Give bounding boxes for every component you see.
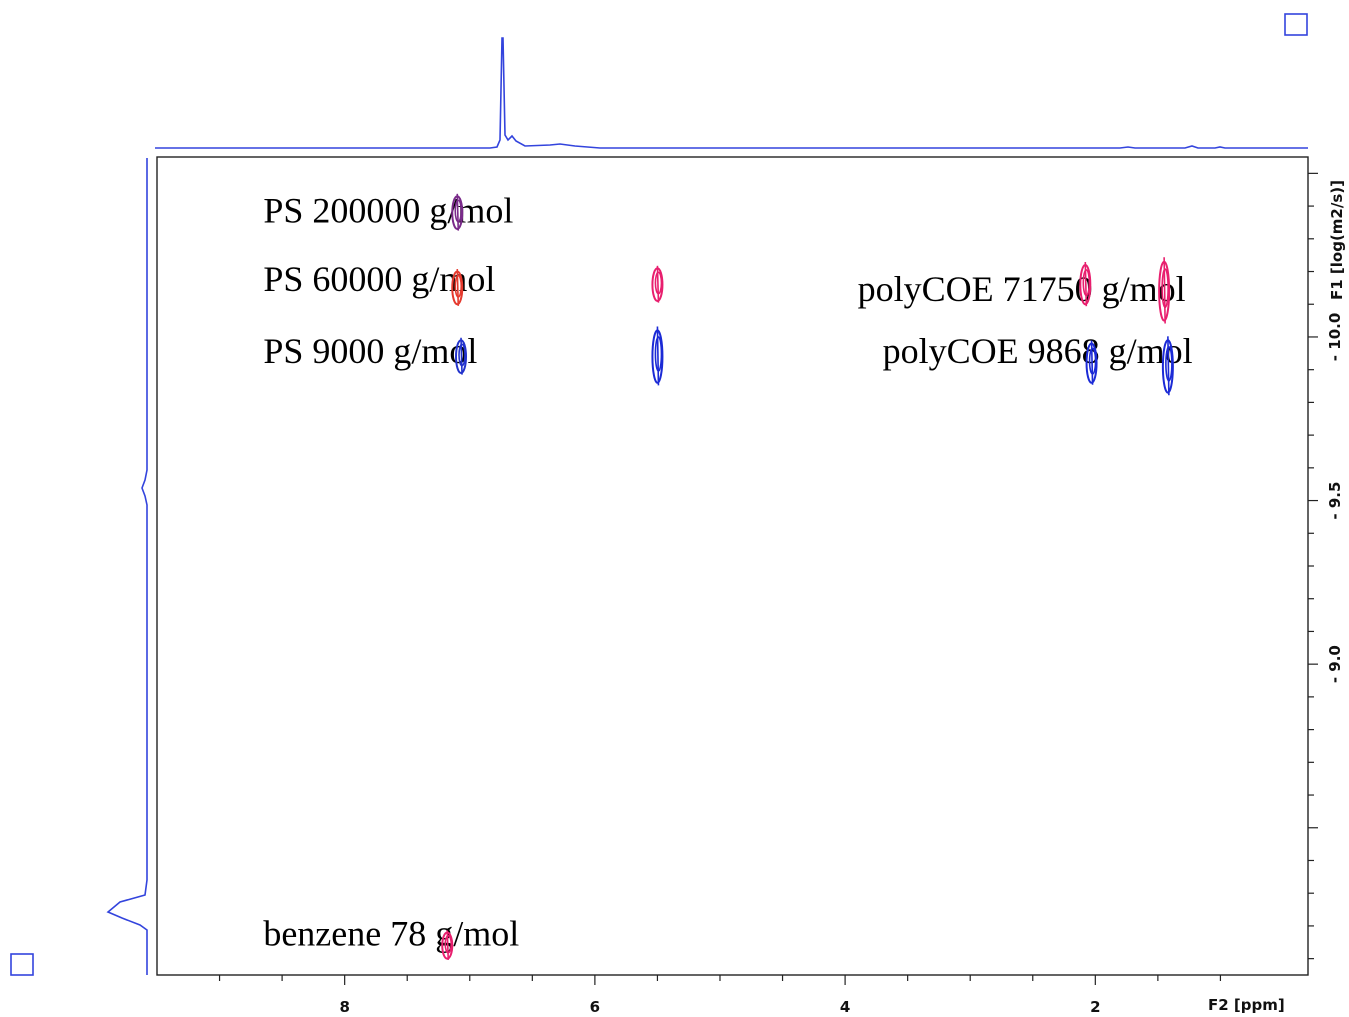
- x-axis-ticks: 8 6 4 2: [218, 975, 1222, 1016]
- peak-contour: [1079, 262, 1092, 307]
- x-tick-label: 8: [339, 998, 349, 1016]
- peak-contour: [1158, 257, 1171, 324]
- y-tick-label: - 10.0: [1326, 313, 1344, 361]
- peak-contour: [651, 265, 664, 303]
- x-tick-label: 4: [840, 998, 850, 1016]
- peak-contour: [451, 269, 464, 306]
- peaks: [441, 193, 1174, 960]
- annotation-label: benzene 78 g/mol: [263, 914, 519, 954]
- y-tick-label: - 9.5: [1326, 482, 1344, 520]
- annotation-label: PS 9000 g/mol: [263, 331, 477, 371]
- x-tick-label: 6: [590, 998, 600, 1016]
- left-projection-trace: [106, 158, 148, 975]
- peak-contour: [1161, 336, 1174, 396]
- annotation-label: PS 200000 g/mol: [263, 190, 513, 230]
- peak-contour: [455, 337, 468, 375]
- x-tick-label: 2: [1090, 998, 1100, 1016]
- peak-contour: [451, 193, 464, 231]
- peak-contour: [441, 930, 454, 960]
- annotation-label: polyCOE 71750 g/mol: [858, 269, 1186, 309]
- top-projection-trace: [155, 37, 1308, 149]
- peak-contour: [651, 326, 664, 386]
- peak-contour: [1085, 340, 1098, 385]
- y-axis-ticks: - 10.0 - 9.5 - 9.0: [1308, 172, 1344, 960]
- corner-box-top-right[interactable]: [1284, 13, 1308, 36]
- x-axis-label: F2 [ppm]: [1208, 996, 1285, 1014]
- y-tick-label: - 9.0: [1326, 645, 1344, 683]
- annotation-label: polyCOE 9868 g/mol: [883, 331, 1193, 371]
- corner-box-bottom-left[interactable]: [10, 953, 34, 976]
- y-axis-label: F1 [log(m2/s)]: [1328, 180, 1346, 300]
